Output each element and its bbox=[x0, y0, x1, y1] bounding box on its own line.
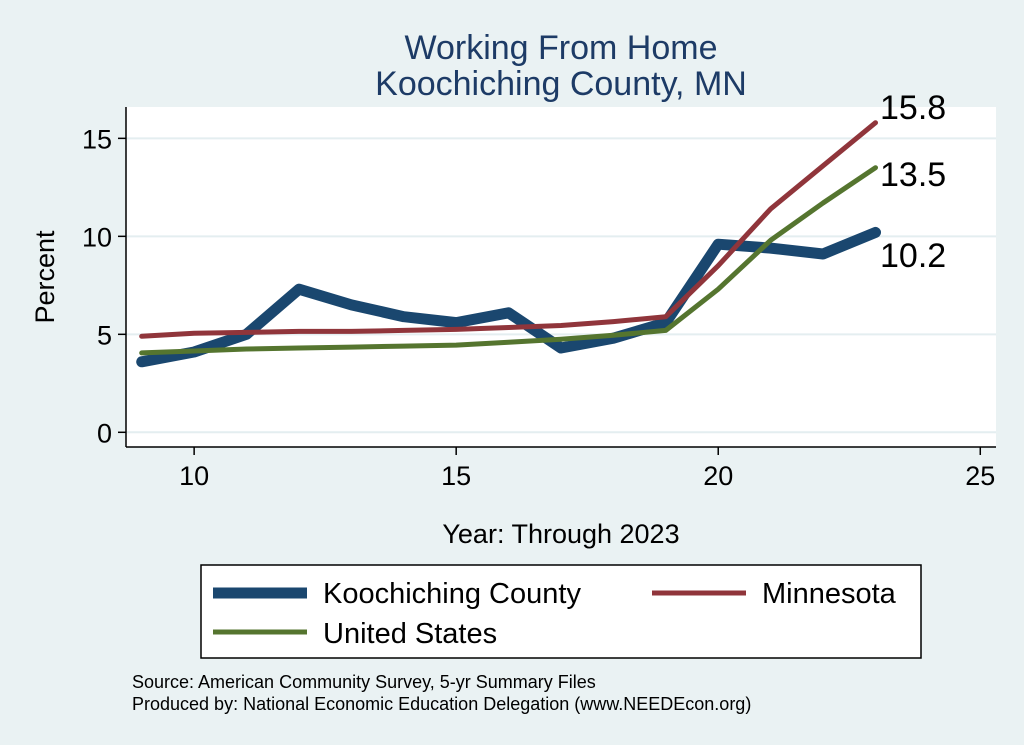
end-label-minnesota: 15.8 bbox=[880, 89, 946, 127]
legend-label-koochiching: Koochiching County bbox=[323, 578, 581, 610]
x-tick-label-25: 25 bbox=[965, 461, 995, 491]
y-axis-ticks: 0 5 10 15 bbox=[82, 124, 126, 448]
legend-label-minnesota: Minnesota bbox=[762, 578, 897, 610]
y-tick-label-10: 10 bbox=[82, 222, 112, 252]
legend: Koochiching County Minnesota United Stat… bbox=[200, 564, 922, 659]
end-label-koochiching: 10.2 bbox=[880, 237, 946, 275]
x-tick-label-15: 15 bbox=[441, 461, 471, 491]
chart-title-line-2: Koochiching County, MN bbox=[375, 65, 747, 103]
x-axis-ticks: 10 15 20 25 bbox=[179, 447, 995, 491]
y-tick-label-0: 0 bbox=[97, 418, 112, 448]
producer-note: Produced by: National Economic Education… bbox=[132, 694, 751, 714]
axes bbox=[125, 107, 996, 448]
legend-box bbox=[200, 564, 922, 659]
legend-label-united-states: United States bbox=[323, 618, 497, 650]
x-axis-title: Year: Through 2023 bbox=[442, 519, 679, 549]
series-line-minnesota bbox=[139, 120, 878, 339]
series-lines bbox=[136, 120, 881, 368]
series-line-united-states bbox=[139, 165, 878, 356]
x-tick-label-10: 10 bbox=[179, 461, 209, 491]
x-tick-label-20: 20 bbox=[703, 461, 733, 491]
chart-title-line-1: Working From Home bbox=[405, 29, 718, 67]
y-tick-label-15: 15 bbox=[82, 124, 112, 154]
y-tick-label-5: 5 bbox=[97, 320, 112, 350]
end-label-united-states: 13.5 bbox=[880, 156, 946, 194]
y-axis-title: Percent bbox=[30, 230, 60, 324]
source-note: Source: American Community Survey, 5-yr … bbox=[132, 672, 596, 692]
series-line-koochiching-county bbox=[136, 226, 881, 368]
plot-area bbox=[126, 107, 996, 447]
